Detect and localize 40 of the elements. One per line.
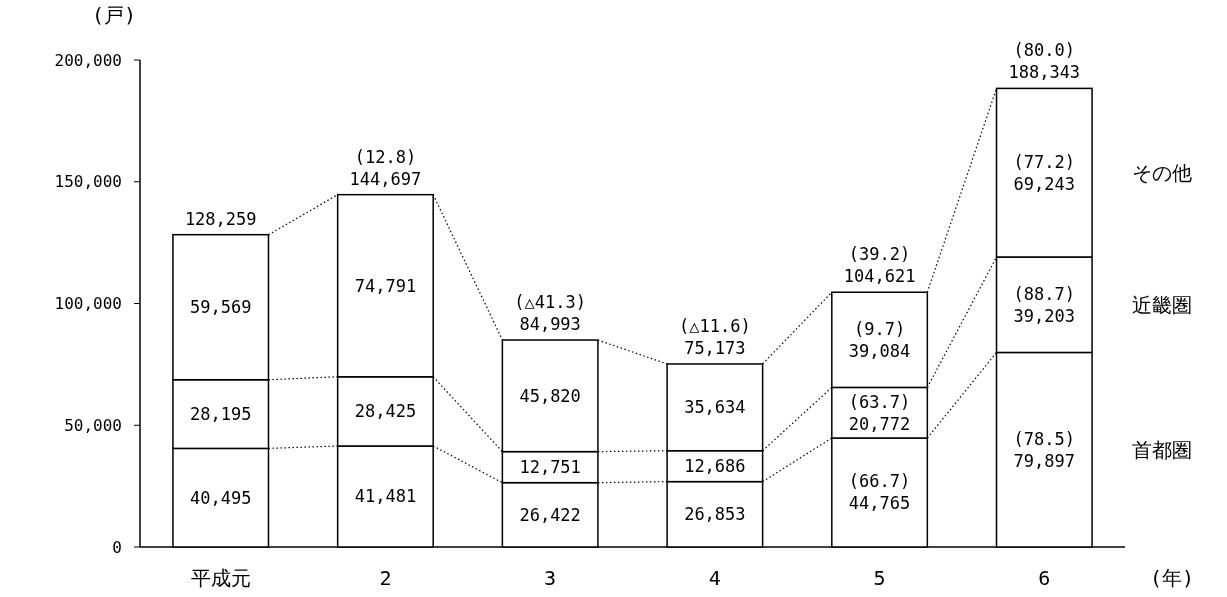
data-label: 74,791 [354, 275, 417, 296]
data-label: (66.7) 44,765 [848, 471, 911, 514]
x-tick-label: 平成元 [190, 566, 251, 590]
y-tick-label: 50,000 [64, 415, 122, 435]
data-label: 45,820 [519, 385, 581, 406]
y-tick-label: 150,000 [54, 172, 122, 192]
data-label: 26,853 [684, 504, 746, 525]
total-label: 128,259 [184, 208, 257, 229]
data-label: 28,195 [190, 404, 252, 425]
data-label: 41,481 [354, 486, 417, 507]
series-label: その他 [1132, 160, 1193, 185]
data-label: (77.2) 69,243 [1013, 151, 1075, 194]
series-label: 近畿圏 [1132, 292, 1193, 317]
data-label: (63.7) 20,772 [848, 391, 911, 434]
series-label: 首都圏 [1132, 437, 1193, 462]
total-label: (12.8) 144,697 [349, 146, 422, 189]
y-axis-title: (戸) [92, 3, 137, 27]
total-label: (80.0) 188,343 [1008, 40, 1081, 83]
x-tick-label: 5 [873, 566, 886, 590]
x-axis-title: (年) [1150, 566, 1195, 590]
data-label: (9.7) 39,084 [848, 318, 911, 361]
data-label: (88.7) 39,203 [1013, 283, 1075, 326]
total-label: (△41.3) 84,993 [514, 292, 586, 335]
data-label: 12,686 [684, 456, 746, 477]
data-label: 59,569 [190, 297, 252, 318]
x-tick-label: 3 [544, 566, 557, 590]
x-tick-label: 4 [708, 566, 721, 590]
y-tick-label: 0 [112, 537, 122, 557]
y-tick-label: 100,000 [54, 294, 122, 313]
data-label: 26,422 [519, 504, 581, 525]
data-label: 40,495 [190, 487, 252, 508]
total-label: (△11.6) 75,173 [679, 315, 751, 358]
x-tick-label: 2 [379, 566, 392, 590]
data-label: (78.5) 79,897 [1013, 428, 1075, 471]
data-label: 28,425 [354, 401, 417, 422]
data-label: 12,751 [519, 457, 581, 478]
x-tick-label: 6 [1038, 566, 1051, 590]
y-tick-label: 200,000 [54, 50, 122, 70]
total-label: (39.2) 104,621 [843, 244, 916, 287]
data-label: 35,634 [684, 397, 746, 418]
